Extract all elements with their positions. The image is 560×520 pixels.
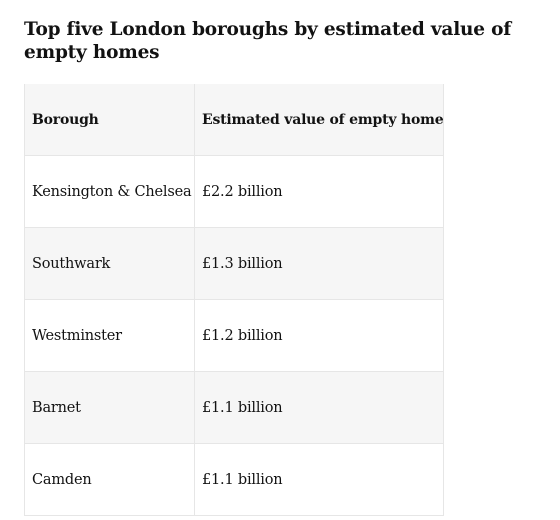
borough-cell: Southwark bbox=[24, 227, 195, 300]
value-cell: £1.1 billion bbox=[194, 443, 444, 516]
table-row: Kensington & Chelsea £2.2 billion bbox=[24, 155, 444, 228]
boroughs-table: Borough Estimated value of empty homes K… bbox=[24, 84, 444, 516]
value-cell: £2.2 billion bbox=[194, 155, 444, 228]
borough-cell: Kensington & Chelsea bbox=[24, 155, 195, 228]
value-cell: £1.3 billion bbox=[194, 227, 444, 300]
borough-cell: Westminster bbox=[24, 299, 195, 372]
borough-cell: Barnet bbox=[24, 371, 195, 444]
column-header-value: Estimated value of empty homes bbox=[194, 84, 444, 156]
column-header-borough: Borough bbox=[24, 84, 195, 156]
table-row: Westminster £1.2 billion bbox=[24, 299, 444, 372]
table-row: Camden £1.1 billion bbox=[24, 443, 444, 516]
table-row: Southwark £1.3 billion bbox=[24, 227, 444, 300]
table-row: Barnet £1.1 billion bbox=[24, 371, 444, 444]
value-cell: £1.1 billion bbox=[194, 371, 444, 444]
value-cell: £1.2 billion bbox=[194, 299, 444, 372]
table-header-row: Borough Estimated value of empty homes bbox=[24, 84, 444, 156]
borough-cell: Camden bbox=[24, 443, 195, 516]
table-title: Top five London boroughs by estimated va… bbox=[24, 19, 511, 63]
